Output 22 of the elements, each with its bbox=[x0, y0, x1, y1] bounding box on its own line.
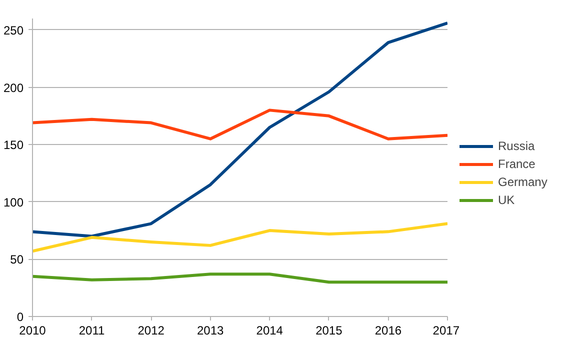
x-tick-label: 2013 bbox=[197, 324, 224, 338]
line-series bbox=[32, 222, 448, 253]
x-tick-label: 2012 bbox=[138, 324, 165, 338]
x-tick-label: 2016 bbox=[374, 324, 402, 338]
x-tick-label: 2014 bbox=[256, 324, 284, 338]
x-tick-label: 2011 bbox=[78, 324, 106, 338]
x-tick-label: 2015 bbox=[316, 324, 343, 338]
line-series bbox=[32, 22, 448, 238]
legend-label: UK bbox=[498, 193, 516, 207]
x-tick-label: 2017 bbox=[432, 324, 460, 338]
legend-label: France bbox=[498, 157, 536, 171]
line-series bbox=[32, 272, 448, 284]
legend-label: Germany bbox=[498, 175, 548, 189]
x-tick-label: 2010 bbox=[19, 324, 46, 338]
y-tick-label: 250 bbox=[3, 23, 24, 38]
line-series bbox=[32, 108, 448, 140]
y-tick-label: 150 bbox=[3, 138, 24, 152]
y-tick-label: 50 bbox=[10, 252, 24, 267]
y-tick-label: 0 bbox=[16, 310, 24, 324]
y-tick-label: 100 bbox=[3, 195, 24, 210]
legend-label: Russia bbox=[498, 139, 535, 153]
y-tick-label: 200 bbox=[3, 80, 24, 95]
